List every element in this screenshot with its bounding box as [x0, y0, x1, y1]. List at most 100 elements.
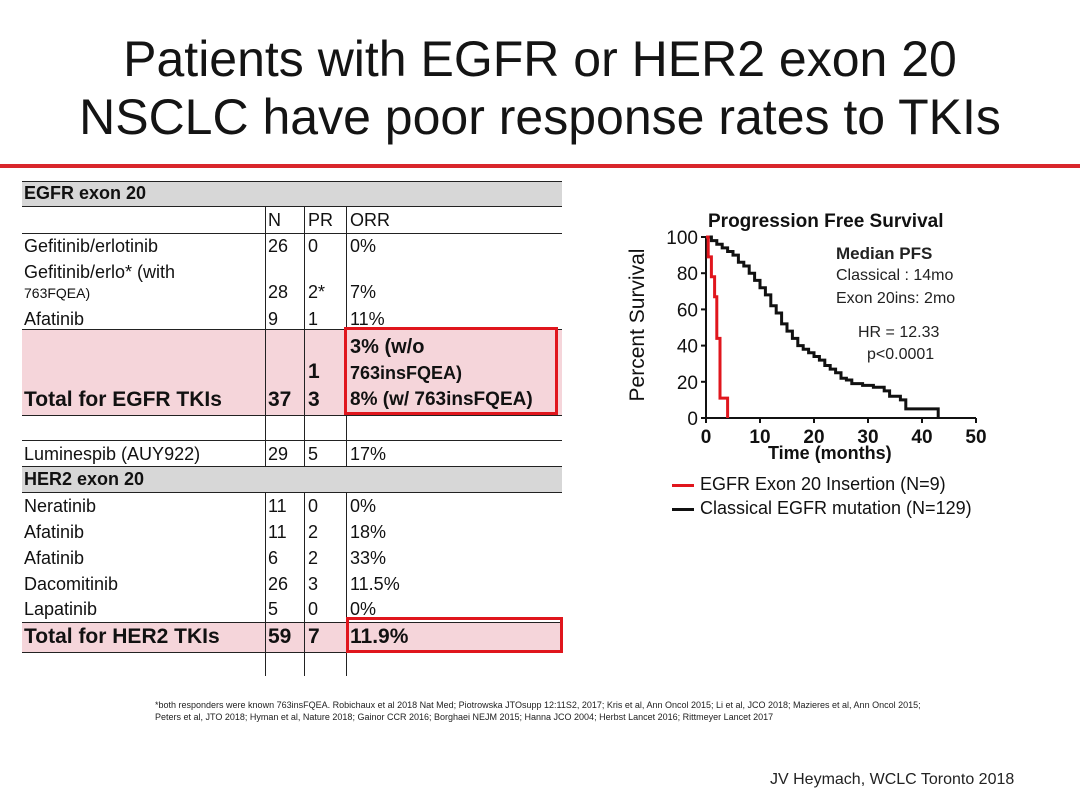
footnote-line-1: *both responders were known 763insFQEA. … — [155, 700, 921, 710]
pr-value: 0 — [308, 496, 319, 516]
orr-value: 7% — [350, 282, 377, 302]
drug-name: Lapatinib — [24, 599, 98, 619]
x-axis-label: Time (months) — [768, 443, 892, 463]
series-line-exon20 — [706, 235, 730, 418]
drug-name: Neratinib — [24, 496, 97, 516]
slide-title: Patients with EGFR or HER2 exon 20 NSCLC… — [0, 30, 1080, 146]
orr-value: 0% — [350, 496, 377, 516]
x-tick-label: 0 — [701, 427, 712, 448]
y-tick-label: 0 — [687, 409, 698, 430]
pr-value: 2 — [308, 548, 319, 568]
col-header-orr: ORR — [350, 210, 390, 230]
pr-value: 7 — [308, 625, 320, 648]
total-label: Total for EGFR TKIs — [24, 388, 222, 411]
her2-orr-highlight-box — [346, 617, 563, 653]
x-tick-label: 50 — [965, 427, 986, 448]
pr-value: 2* — [308, 282, 326, 302]
table-line — [22, 652, 562, 653]
pr-value: 2 — [308, 522, 319, 542]
her2-section-header: HER2 exon 20 — [24, 469, 145, 489]
table-col-divider — [346, 492, 347, 676]
table-line — [22, 440, 562, 441]
legend-swatch-red — [672, 483, 694, 487]
table-line — [22, 181, 562, 182]
drug-name: Gefitinib/erlo* (with — [24, 262, 176, 282]
y-tick-label: 40 — [677, 337, 698, 358]
pr-value: 0 — [308, 599, 319, 619]
chart-title: Progression Free Survival — [708, 211, 944, 232]
egfr-section-header: EGFR exon 20 — [24, 183, 147, 203]
drug-name: Afatinib — [24, 548, 85, 568]
x-tick-label: 40 — [911, 427, 932, 448]
table-line — [22, 415, 562, 416]
col-header-pr: PR — [308, 210, 334, 230]
legend-label: Classical EGFR mutation (N=129) — [700, 498, 972, 518]
n-value: 6 — [268, 548, 279, 568]
n-value: 28 — [268, 282, 289, 302]
legend-swatch-black — [672, 507, 694, 511]
egfr-orr-highlight-box — [344, 327, 558, 415]
table-col-divider — [265, 206, 266, 466]
median-classical: Classical : 14mo — [836, 267, 954, 284]
egfr-header-band — [22, 181, 562, 206]
n-value: 59 — [268, 625, 292, 648]
footnote-line-2: Peters et al, JTO 2018; Hyman et al, Nat… — [155, 712, 774, 722]
title-line-1: Patients with EGFR or HER2 exon 20 — [123, 31, 957, 87]
n-value: 29 — [268, 444, 289, 464]
p-value: p<0.0001 — [867, 346, 935, 363]
table-col-divider — [304, 206, 305, 466]
col-header-n: N — [268, 210, 281, 230]
legend-item-exon20: EGFR Exon 20 Insertion (N=9) — [672, 474, 946, 495]
drug-name: Afatinib — [24, 309, 85, 329]
pr-value: 1 — [308, 309, 319, 329]
footnote: *both responders were known 763insFQEA. … — [155, 699, 1070, 723]
title-line-2: NSCLC have poor response rates to TKIs — [79, 89, 1001, 145]
orr-value: 0% — [350, 599, 377, 619]
orr-value: 33% — [350, 548, 387, 568]
y-tick-label: 20 — [677, 373, 698, 394]
her2-total-band — [22, 622, 562, 652]
orr-value: 17% — [350, 444, 387, 464]
total-label: Total for HER2 TKIs — [24, 625, 220, 648]
table-line — [22, 329, 562, 330]
y-tick-label: 60 — [677, 300, 698, 321]
legend-item-classical: Classical EGFR mutation (N=129) — [672, 498, 972, 519]
median-pfs-title: Median PFS — [836, 244, 933, 263]
n-value: 26 — [268, 236, 289, 256]
orr-value: 0% — [350, 236, 377, 256]
orr-value: 11% — [350, 309, 385, 329]
n-value: 9 — [268, 309, 279, 329]
orr-value: 11.5% — [350, 574, 400, 594]
x-tick-label: 30 — [857, 427, 878, 448]
pr-value: 0 — [308, 236, 319, 256]
y-tick-label: 100 — [666, 228, 698, 249]
presenter-credit: JV Heymach, WCLC Toronto 2018 — [770, 771, 1015, 788]
median-exon20: Exon 20ins: 2mo — [836, 290, 956, 307]
table-line — [22, 233, 562, 234]
table-col-divider — [304, 492, 305, 676]
orr-value: 763insFQEA) — [350, 363, 463, 383]
table-line — [22, 206, 562, 207]
n-value: 5 — [268, 599, 279, 619]
orr-value: 18% — [350, 522, 387, 542]
her2-header-band — [22, 466, 562, 492]
pr-value: 5 — [308, 444, 319, 464]
orr-value: 8% (w/ 763insFQEA) — [350, 389, 533, 410]
legend-label: EGFR Exon 20 Insertion (N=9) — [700, 474, 946, 494]
table-line — [22, 622, 562, 623]
table-line — [22, 492, 562, 493]
series-line-classical — [706, 235, 940, 418]
egfr-total-band — [22, 329, 562, 415]
n-value: 37 — [268, 388, 292, 411]
table-line — [22, 466, 562, 467]
table-col-divider — [265, 492, 266, 676]
n-value: 11 — [268, 522, 287, 542]
drug-name: Afatinib — [24, 522, 85, 542]
n-value: 11 — [268, 496, 287, 516]
x-tick-label: 10 — [749, 427, 770, 448]
drug-name: Luminespib (AUY922) — [24, 444, 201, 464]
pr-value: 3 — [308, 388, 320, 411]
title-divider — [0, 164, 1080, 168]
drug-name: Dacomitinib — [24, 574, 119, 594]
